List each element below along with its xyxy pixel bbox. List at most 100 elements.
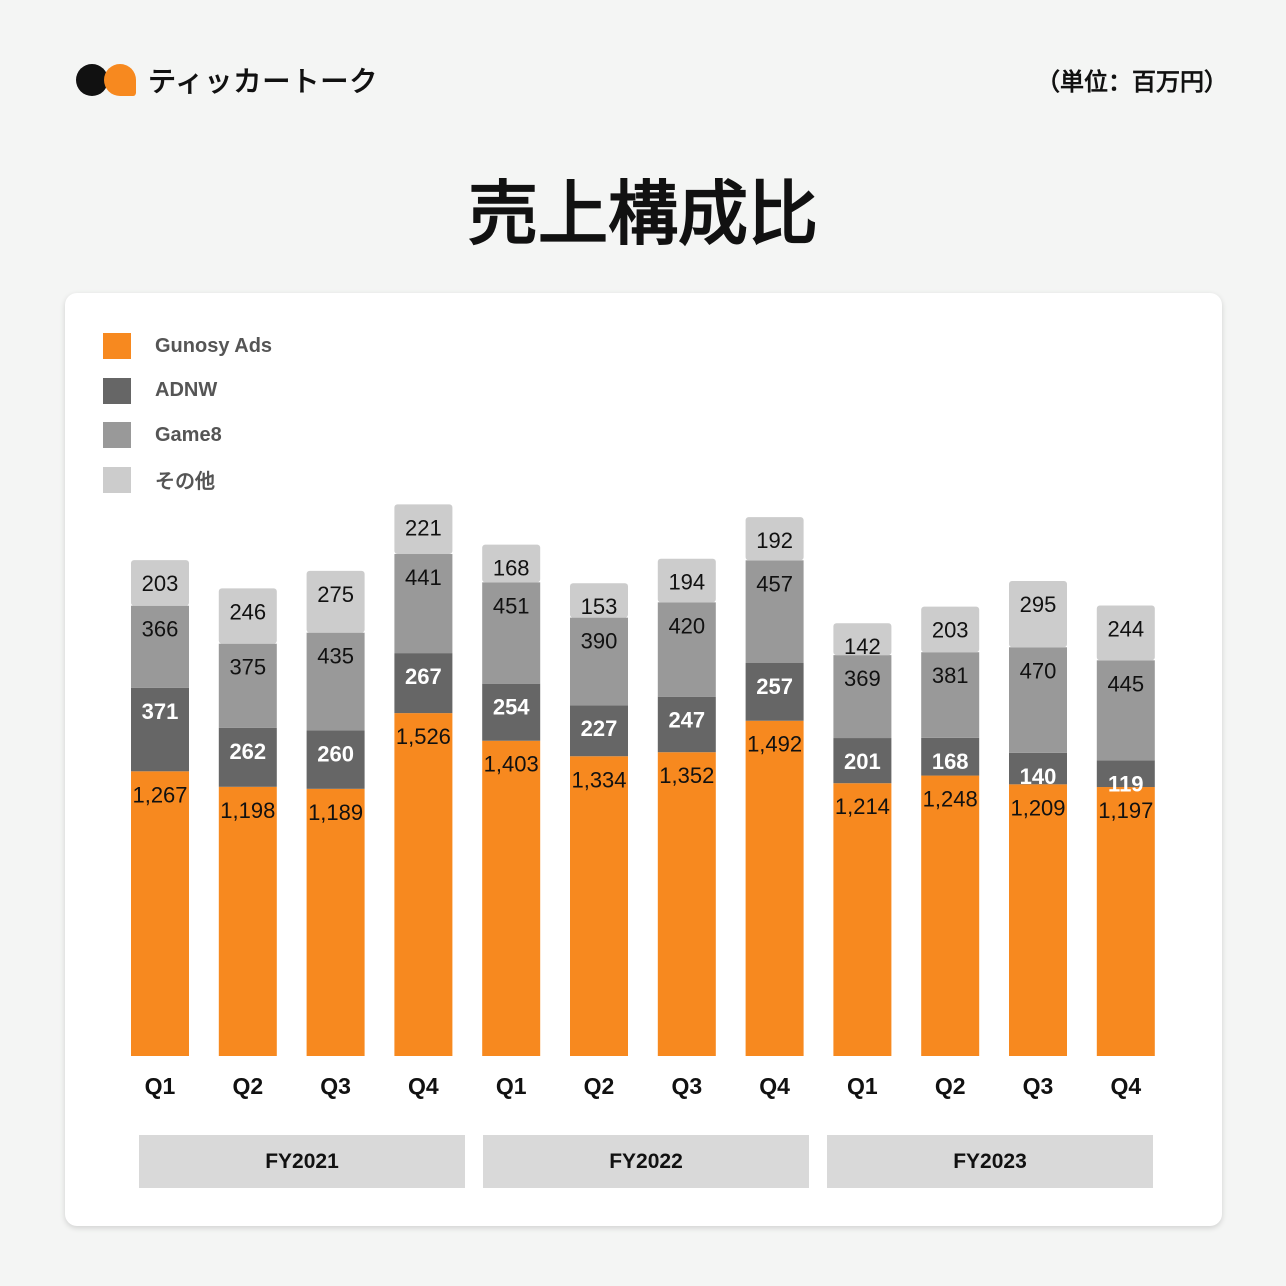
x-tick-label: Q3 bbox=[671, 1073, 702, 1099]
data-label: 1,526 bbox=[396, 724, 451, 749]
bar-segment-1 bbox=[745, 662, 804, 721]
chart-title: 売上構成比 bbox=[468, 173, 818, 255]
data-label: 441 bbox=[405, 565, 442, 590]
logo-orange-bubble-icon bbox=[104, 64, 136, 96]
data-label: 227 bbox=[581, 716, 618, 741]
data-label: 1,248 bbox=[923, 787, 978, 812]
data-label: 420 bbox=[668, 613, 705, 638]
x-tick-label: Q4 bbox=[408, 1073, 439, 1099]
x-tick-label: Q2 bbox=[584, 1073, 615, 1099]
x-tick-label: Q4 bbox=[1110, 1073, 1141, 1099]
data-label: 203 bbox=[142, 571, 179, 596]
data-label: 1,492 bbox=[747, 732, 802, 757]
data-label: 140 bbox=[1020, 764, 1057, 789]
bar-segment-0 bbox=[921, 775, 980, 1056]
data-label: 457 bbox=[756, 571, 793, 596]
bar-segment-2 bbox=[482, 582, 541, 684]
bar-segment-2 bbox=[570, 617, 628, 706]
data-label: 1,189 bbox=[308, 800, 363, 825]
data-label: 366 bbox=[142, 617, 179, 642]
bar-segment-1 bbox=[657, 696, 716, 753]
x-tick-label: Q1 bbox=[847, 1073, 878, 1099]
legend-label: その他 bbox=[155, 471, 215, 494]
bar-segment-1 bbox=[394, 653, 453, 714]
bar-segment-0 bbox=[657, 752, 716, 1056]
bar-segment-0 bbox=[570, 756, 628, 1056]
data-label: 275 bbox=[317, 582, 354, 607]
data-label: 375 bbox=[229, 655, 266, 680]
data-label: 262 bbox=[229, 739, 266, 764]
data-label: 451 bbox=[493, 593, 530, 618]
data-label: 244 bbox=[1107, 616, 1144, 641]
data-label: 435 bbox=[317, 644, 354, 669]
bar-segment-0 bbox=[833, 783, 892, 1056]
data-label: 1,352 bbox=[659, 763, 714, 788]
logo-black-circle-icon bbox=[76, 64, 108, 96]
data-label: 201 bbox=[844, 749, 881, 774]
data-label: 1,198 bbox=[220, 798, 275, 823]
bar-segment-3 bbox=[921, 606, 980, 653]
data-label: 119 bbox=[1108, 771, 1144, 796]
bar-segment-3 bbox=[833, 623, 892, 656]
x-tick-label: Q2 bbox=[935, 1073, 966, 1099]
bar-segment-2 bbox=[833, 655, 892, 739]
group-label: FY2022 bbox=[483, 1135, 809, 1188]
data-label: 142 bbox=[844, 634, 881, 659]
bar-segment-3 bbox=[482, 544, 541, 583]
legend-swatch bbox=[103, 466, 131, 493]
bar-segment-3 bbox=[570, 583, 628, 618]
bar-segment-2 bbox=[131, 605, 189, 688]
legend-item: Gunosy Ads bbox=[103, 324, 272, 369]
bar-segment-3 bbox=[218, 588, 277, 644]
data-label: 260 bbox=[317, 741, 354, 766]
bar-segment-3 bbox=[131, 560, 189, 606]
data-label: 267 bbox=[405, 664, 442, 689]
legend-label: ADNW bbox=[155, 379, 218, 402]
bar-segment-0 bbox=[394, 713, 453, 1056]
bar-segment-0 bbox=[745, 720, 804, 1056]
data-label: 246 bbox=[229, 599, 266, 624]
bar-segment-1 bbox=[306, 730, 365, 789]
x-tick-label: Q1 bbox=[145, 1073, 176, 1099]
data-label: 257 bbox=[756, 674, 793, 699]
data-label: 371 bbox=[142, 699, 179, 724]
bar-segment-0 bbox=[131, 771, 189, 1056]
legend-label: Gunosy Ads bbox=[155, 334, 273, 357]
bar-segment-1 bbox=[570, 705, 628, 757]
x-tick-label: Q1 bbox=[496, 1073, 527, 1099]
data-label: 1,209 bbox=[1010, 795, 1065, 820]
bar-segment-1 bbox=[833, 738, 892, 784]
bar-segment-1 bbox=[218, 727, 277, 787]
bar-segment-0 bbox=[1096, 787, 1155, 1056]
data-label: 203 bbox=[932, 618, 969, 643]
legend-swatch bbox=[103, 333, 131, 360]
bar-segment-3 bbox=[394, 504, 453, 555]
bar-segment-3 bbox=[306, 570, 365, 633]
bar-segment-2 bbox=[306, 632, 365, 731]
bar-segment-2 bbox=[218, 643, 277, 728]
group-label: FY2023 bbox=[827, 1135, 1153, 1188]
bar-segment-2 bbox=[1009, 647, 1067, 753]
bar-segment-2 bbox=[1096, 660, 1155, 761]
bar-segment-3 bbox=[745, 517, 804, 561]
data-label: 390 bbox=[581, 629, 618, 654]
brand-name: ティッカートーク bbox=[148, 65, 379, 98]
bar-segment-0 bbox=[482, 740, 541, 1056]
legend-item: ADNW bbox=[103, 369, 272, 414]
data-label: 194 bbox=[668, 570, 705, 595]
brand-logo: ティッカートーク bbox=[76, 60, 378, 100]
bar-segment-1 bbox=[131, 687, 189, 772]
data-label: 369 bbox=[844, 666, 881, 691]
data-label: 254 bbox=[493, 695, 530, 720]
data-label: 168 bbox=[932, 749, 969, 774]
data-label: 168 bbox=[493, 556, 530, 581]
bar-segment-1 bbox=[1009, 752, 1067, 785]
data-label: 295 bbox=[1020, 592, 1057, 617]
data-label: 470 bbox=[1020, 658, 1057, 683]
bar-segment-1 bbox=[921, 737, 980, 776]
bar-segment-0 bbox=[218, 786, 277, 1056]
bar-segment-2 bbox=[657, 602, 716, 697]
data-label: 192 bbox=[756, 528, 793, 553]
x-tick-label: Q3 bbox=[320, 1073, 351, 1099]
